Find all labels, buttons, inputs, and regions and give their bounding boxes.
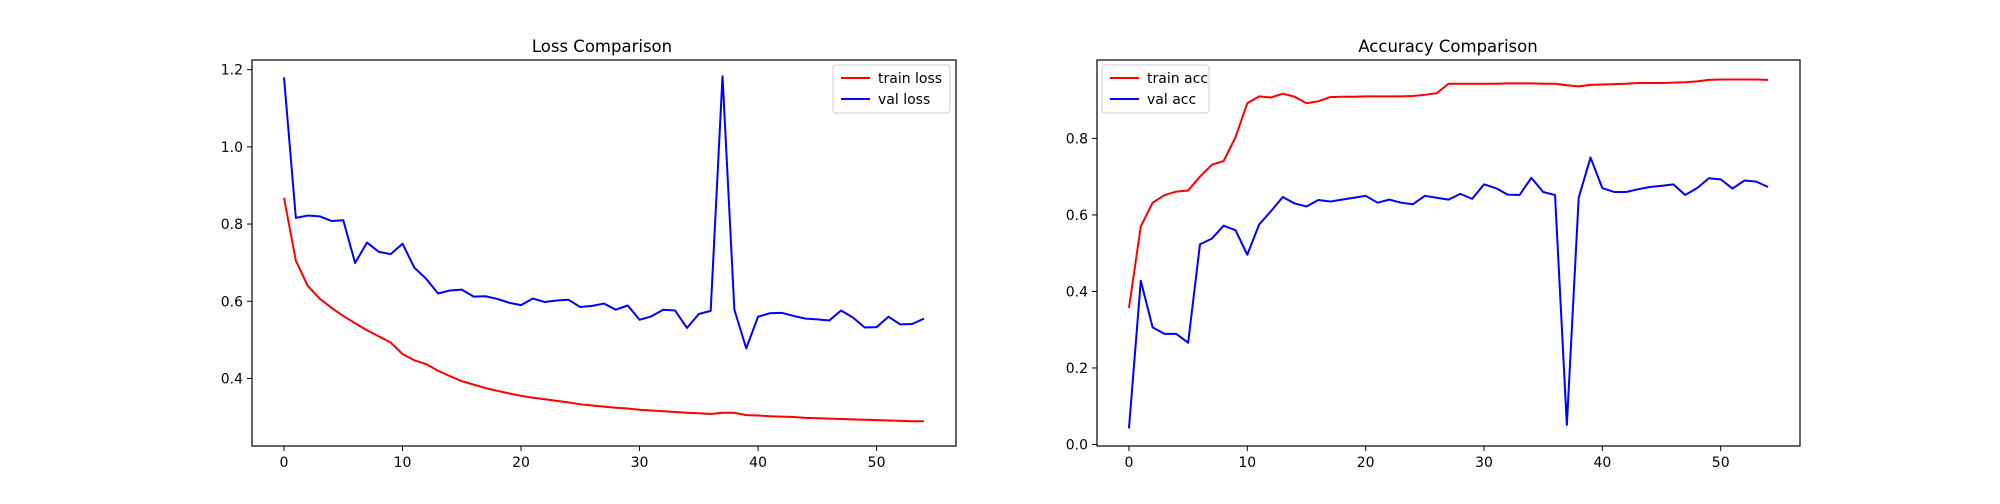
legend-label-val-acc: val acc: [1147, 92, 1196, 108]
plot-area: 0 10 20 30 40 50 0.0 0.2 0.4 0.6 0.8: [1066, 78, 1769, 471]
x-tick-label: 40: [1593, 455, 1611, 471]
y-tick-label: 0.8: [221, 217, 243, 233]
x-tick-label: 30: [631, 455, 649, 471]
legend: train loss val loss: [832, 64, 951, 114]
x-tick-label: 50: [1712, 455, 1730, 471]
y-tick-label: 0.0: [1066, 437, 1088, 453]
y-tick-label: 0.6: [221, 294, 243, 310]
y-tick-label: 0.6: [1066, 208, 1088, 224]
axes-frame: [1096, 59, 1801, 447]
plot-area: 0 10 20 30 40 50 0.4 0.6 0.8 1.0 1.2: [221, 63, 925, 471]
loss-chart: Loss Comparison 0 10 20 30 40 50 0.4 0.6 0.8 1.0 1…: [221, 37, 957, 471]
legend-label-train-loss: train loss: [878, 71, 942, 87]
y-tick-label: 0.4: [221, 371, 243, 387]
series-line-val-acc: [1127, 156, 1769, 429]
legend-label-val-loss: val loss: [878, 92, 930, 108]
x-tick-label: 20: [1357, 455, 1375, 471]
accuracy-chart: Accuracy Comparison 0 10 20 30 40 50 0.0 0.2 0.4…: [1066, 37, 1801, 471]
series-line-train-loss: [283, 197, 924, 423]
chart-title: Loss Comparison: [532, 37, 672, 56]
x-tick-label: 40: [749, 455, 767, 471]
y-tick-label: 0.4: [1066, 284, 1088, 300]
x-tick-label: 10: [1238, 455, 1256, 471]
axes-frame: [251, 59, 957, 447]
chart-title: Accuracy Comparison: [1358, 37, 1537, 56]
y-tick-label: 0.8: [1066, 131, 1088, 147]
legend: train acc val acc: [1101, 64, 1210, 114]
x-tick-label: 30: [1475, 455, 1493, 471]
series-line-train-acc: [1127, 78, 1769, 309]
series-line-val-loss: [283, 75, 925, 350]
x-tick-label: 0: [1124, 455, 1133, 471]
x-tick-label: 10: [394, 455, 412, 471]
x-tick-label: 50: [868, 455, 886, 471]
x-tick-label: 0: [280, 455, 289, 471]
legend-label-train-acc: train acc: [1147, 71, 1208, 87]
y-tick-label: 0.2: [1066, 361, 1088, 377]
y-tick-label: 1.2: [221, 63, 243, 79]
x-tick-label: 20: [512, 455, 530, 471]
y-tick-label: 1.0: [221, 140, 243, 156]
